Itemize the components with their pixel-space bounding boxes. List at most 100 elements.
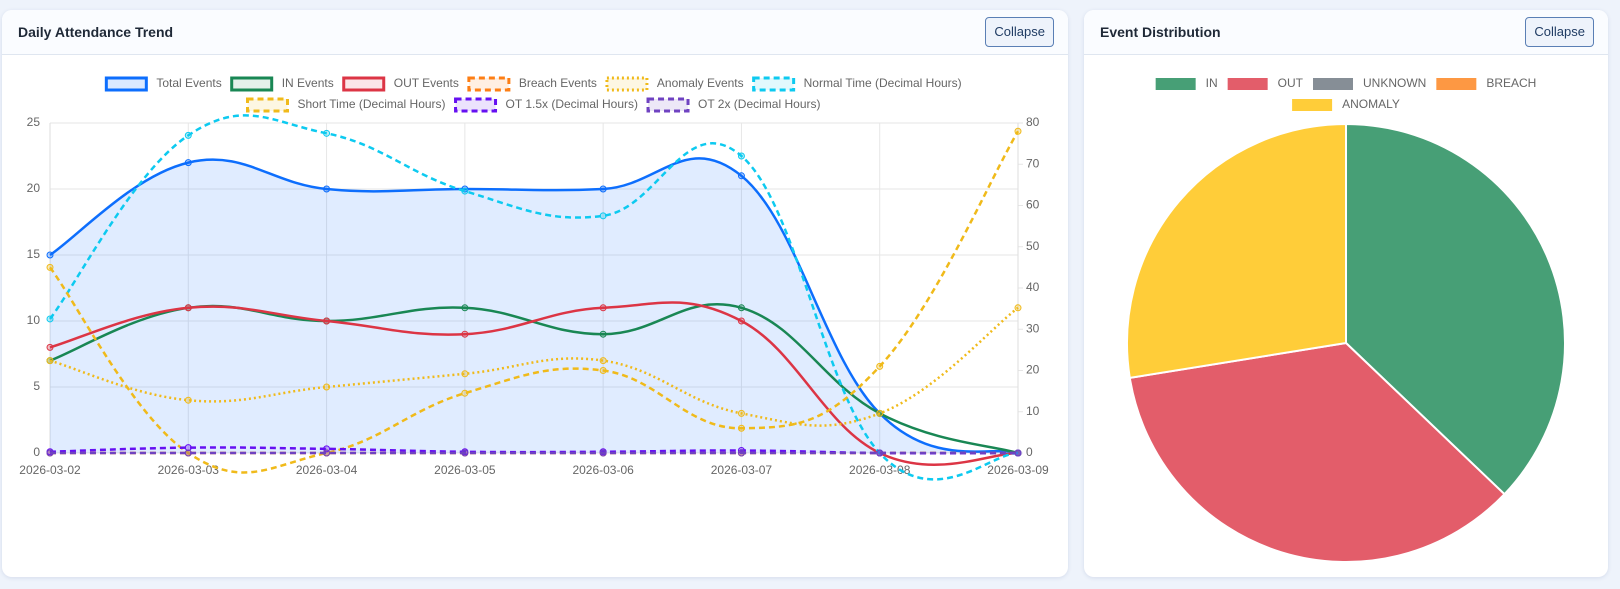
legend-swatch: [246, 97, 290, 113]
point: [323, 317, 331, 325]
point: [461, 370, 469, 378]
y2-tick-label: 50: [1026, 239, 1040, 253]
legend-label: BREACH: [1486, 76, 1536, 90]
point: [737, 449, 745, 457]
point: [737, 424, 745, 432]
legend-label: ANOMALY: [1342, 97, 1400, 111]
card-title: Daily Attendance Trend: [18, 24, 174, 40]
legend-swatch: [230, 76, 274, 92]
point: [323, 383, 331, 391]
collapse-button[interactable]: Collapse: [1525, 17, 1594, 47]
y-tick-label: 0: [33, 445, 40, 459]
point: [876, 362, 884, 370]
legend-swatch: [752, 76, 796, 92]
card-header: Daily Attendance Trend Collapse: [2, 10, 1068, 55]
x-tick-label: 2026-03-06: [572, 463, 634, 477]
point: [737, 152, 745, 160]
legend-label: UNKNOWN: [1363, 76, 1426, 90]
point: [46, 251, 54, 259]
point: [323, 129, 331, 137]
point: [461, 187, 469, 195]
x-tick-label: 2026-03-05: [434, 463, 496, 477]
point: [876, 409, 884, 417]
point: [184, 131, 192, 139]
legend-swatch: [1227, 78, 1268, 90]
legend-swatch: [646, 97, 690, 113]
x-tick-label: 2026-03-07: [711, 463, 773, 477]
point: [323, 449, 331, 457]
point: [737, 304, 745, 312]
line: [49, 114, 1019, 481]
point: [46, 449, 54, 457]
point: [1014, 127, 1022, 135]
legend-label: OUT: [1278, 76, 1304, 90]
point: [461, 449, 469, 457]
card-header: Event Distribution Collapse: [1084, 10, 1608, 55]
point: [461, 330, 469, 338]
point: [46, 263, 54, 271]
pie-slice: [1126, 122, 1347, 380]
legend-label: OUT Events: [394, 76, 459, 90]
legend-label: IN: [1206, 76, 1218, 90]
legend-label: Anomaly Events: [657, 76, 744, 90]
point: [1014, 449, 1022, 457]
y2-tick-label: 10: [1026, 404, 1040, 418]
point: [46, 357, 54, 365]
y2-tick-label: 20: [1026, 363, 1040, 377]
point: [46, 343, 54, 351]
x-tick-label: 2026-03-04: [296, 463, 358, 477]
y2-tick-label: 60: [1026, 198, 1040, 212]
y2-tick-label: 70: [1026, 156, 1040, 170]
legend-swatch: [605, 76, 649, 92]
legend-swatch: [1313, 78, 1353, 90]
y2-tick-label: 80: [1026, 115, 1040, 129]
y-tick-label: 5: [33, 379, 40, 393]
point: [46, 315, 54, 323]
legend-swatch: [1292, 99, 1333, 111]
point: [737, 409, 745, 417]
point: [461, 389, 469, 397]
point: [184, 159, 192, 167]
legend-label: Breach Events: [519, 76, 597, 90]
legend-label: Short Time (Decimal Hours): [298, 97, 446, 111]
legend-swatch: [1436, 78, 1477, 90]
legend-swatch: [104, 76, 148, 92]
point: [876, 449, 884, 457]
y-tick-label: 25: [27, 115, 41, 129]
legend-swatch: [342, 76, 386, 92]
legend-swatch: [467, 76, 511, 92]
point: [599, 212, 607, 220]
point: [737, 172, 745, 180]
x-tick-label: 2026-03-03: [158, 463, 220, 477]
legend-swatch: [1155, 78, 1196, 90]
line: [48, 130, 1020, 474]
point: [599, 357, 607, 365]
point: [184, 444, 192, 452]
y-tick-label: 20: [27, 181, 41, 195]
point: [737, 317, 745, 325]
point: [461, 304, 469, 312]
point: [599, 449, 607, 457]
point: [184, 304, 192, 312]
line: [49, 301, 1019, 466]
legend-label: Total Events: [156, 76, 221, 90]
legend-label: OT 1.5x (Decimal Hours): [506, 97, 638, 111]
legend-label: Normal Time (Decimal Hours): [804, 76, 962, 90]
point: [323, 185, 331, 193]
legend-swatch: [454, 97, 498, 113]
y2-tick-label: 30: [1026, 321, 1040, 335]
legend-label: IN Events: [282, 76, 334, 90]
x-tick-label: 2026-03-09: [987, 463, 1049, 477]
point: [184, 396, 192, 404]
collapse-button[interactable]: Collapse: [985, 17, 1054, 47]
point: [1014, 304, 1022, 312]
x-tick-label: 2026-03-02: [19, 463, 81, 477]
y-tick-label: 15: [27, 247, 41, 261]
point: [599, 367, 607, 374]
point: [599, 304, 607, 312]
y2-tick-label: 0: [1026, 445, 1033, 459]
point: [599, 185, 607, 193]
